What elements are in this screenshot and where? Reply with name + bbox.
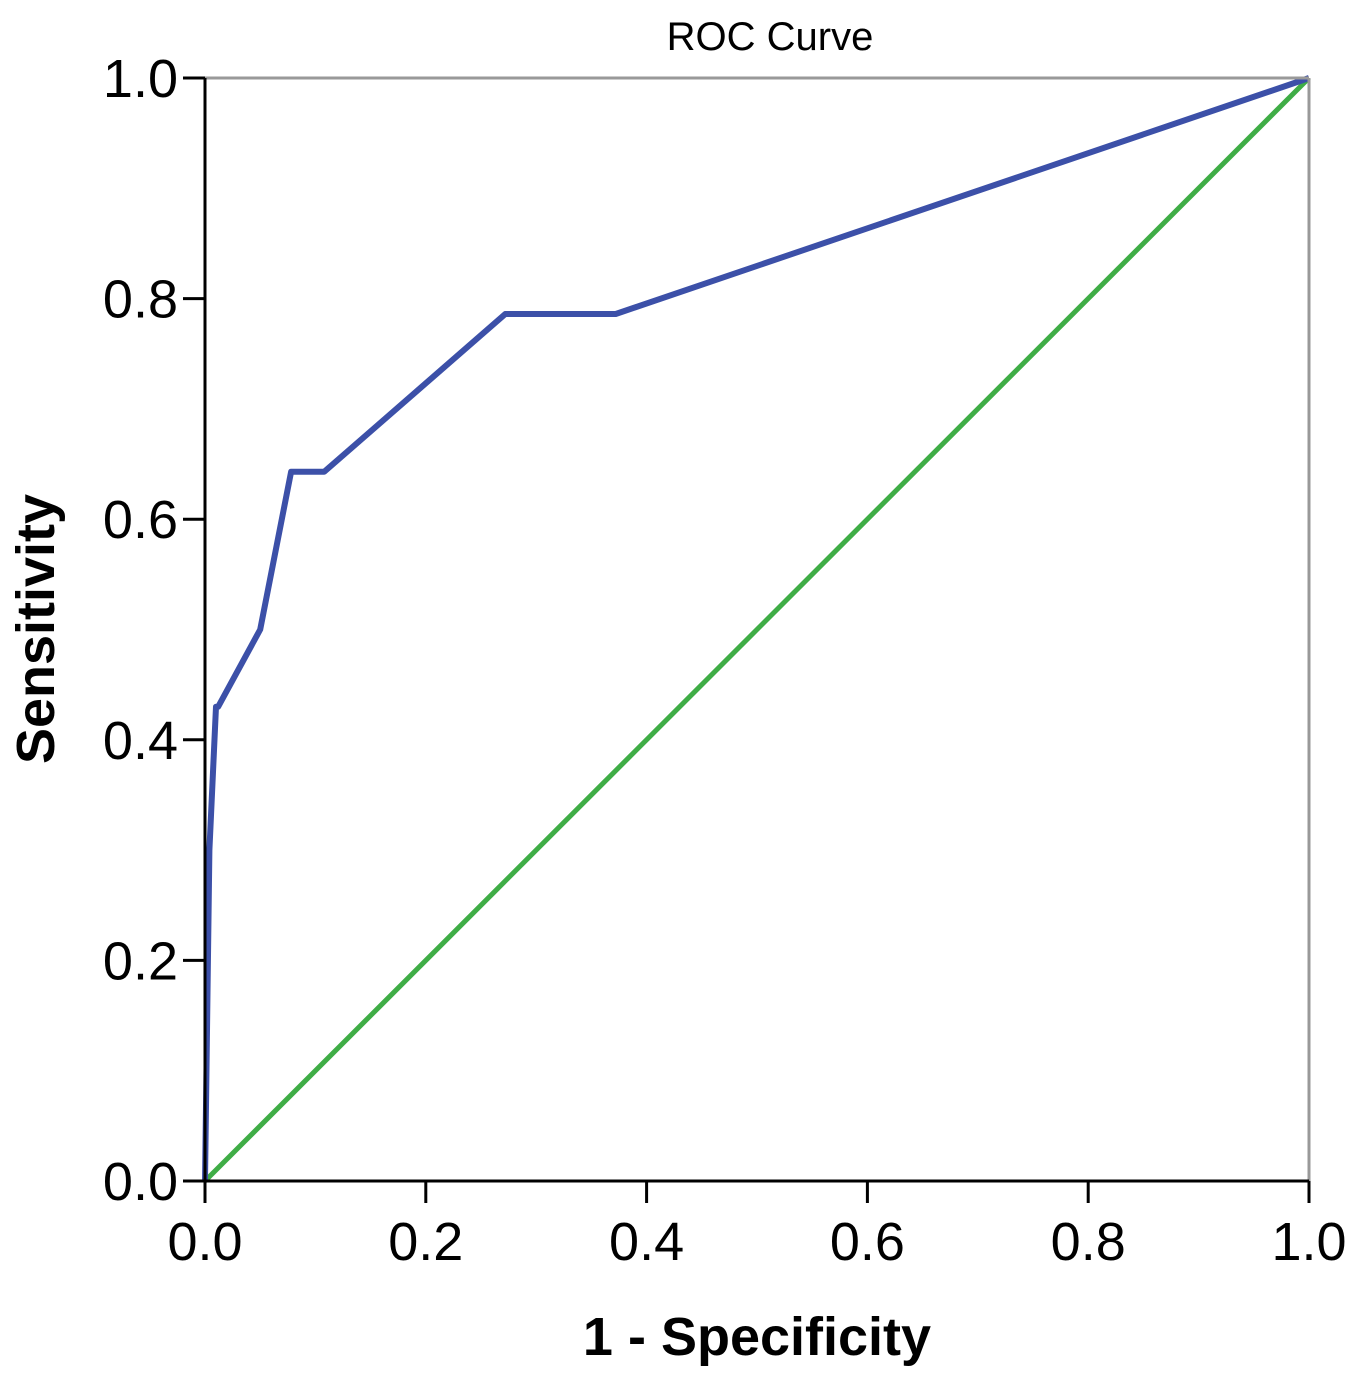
x-tick-label: 0.4 [609,1212,684,1272]
y-axis-ticks: 0.0 0.2 0.4 0.6 0.8 1.0 [103,49,205,1212]
y-axis-title: Sensitivity [6,494,66,764]
x-tick-label: 1.0 [1271,1212,1346,1272]
chart-title: ROC Curve [667,15,874,59]
y-tick-label: 0.0 [103,1152,178,1212]
x-tick-label: 0.6 [830,1212,905,1272]
x-axis-ticks: 0.0 0.2 0.4 0.6 0.8 1.0 [167,1181,1347,1272]
x-tick-label: 0.2 [388,1212,463,1272]
x-axis-title: 1 - Specificity [583,1307,931,1367]
y-tick-label: 1.0 [103,49,178,109]
y-tick-label: 0.6 [103,490,178,550]
x-tick-label: 0.0 [167,1212,242,1272]
reference-line [203,76,1311,1183]
y-tick-label: 0.8 [103,270,178,330]
y-tick-label: 0.4 [103,711,178,771]
roc-curve-line [202,75,1310,1182]
x-tick-label: 0.8 [1051,1212,1126,1272]
reference-line-layer [203,76,1311,1183]
roc-series-layer [202,75,1310,1182]
y-tick-label: 0.2 [103,931,178,991]
